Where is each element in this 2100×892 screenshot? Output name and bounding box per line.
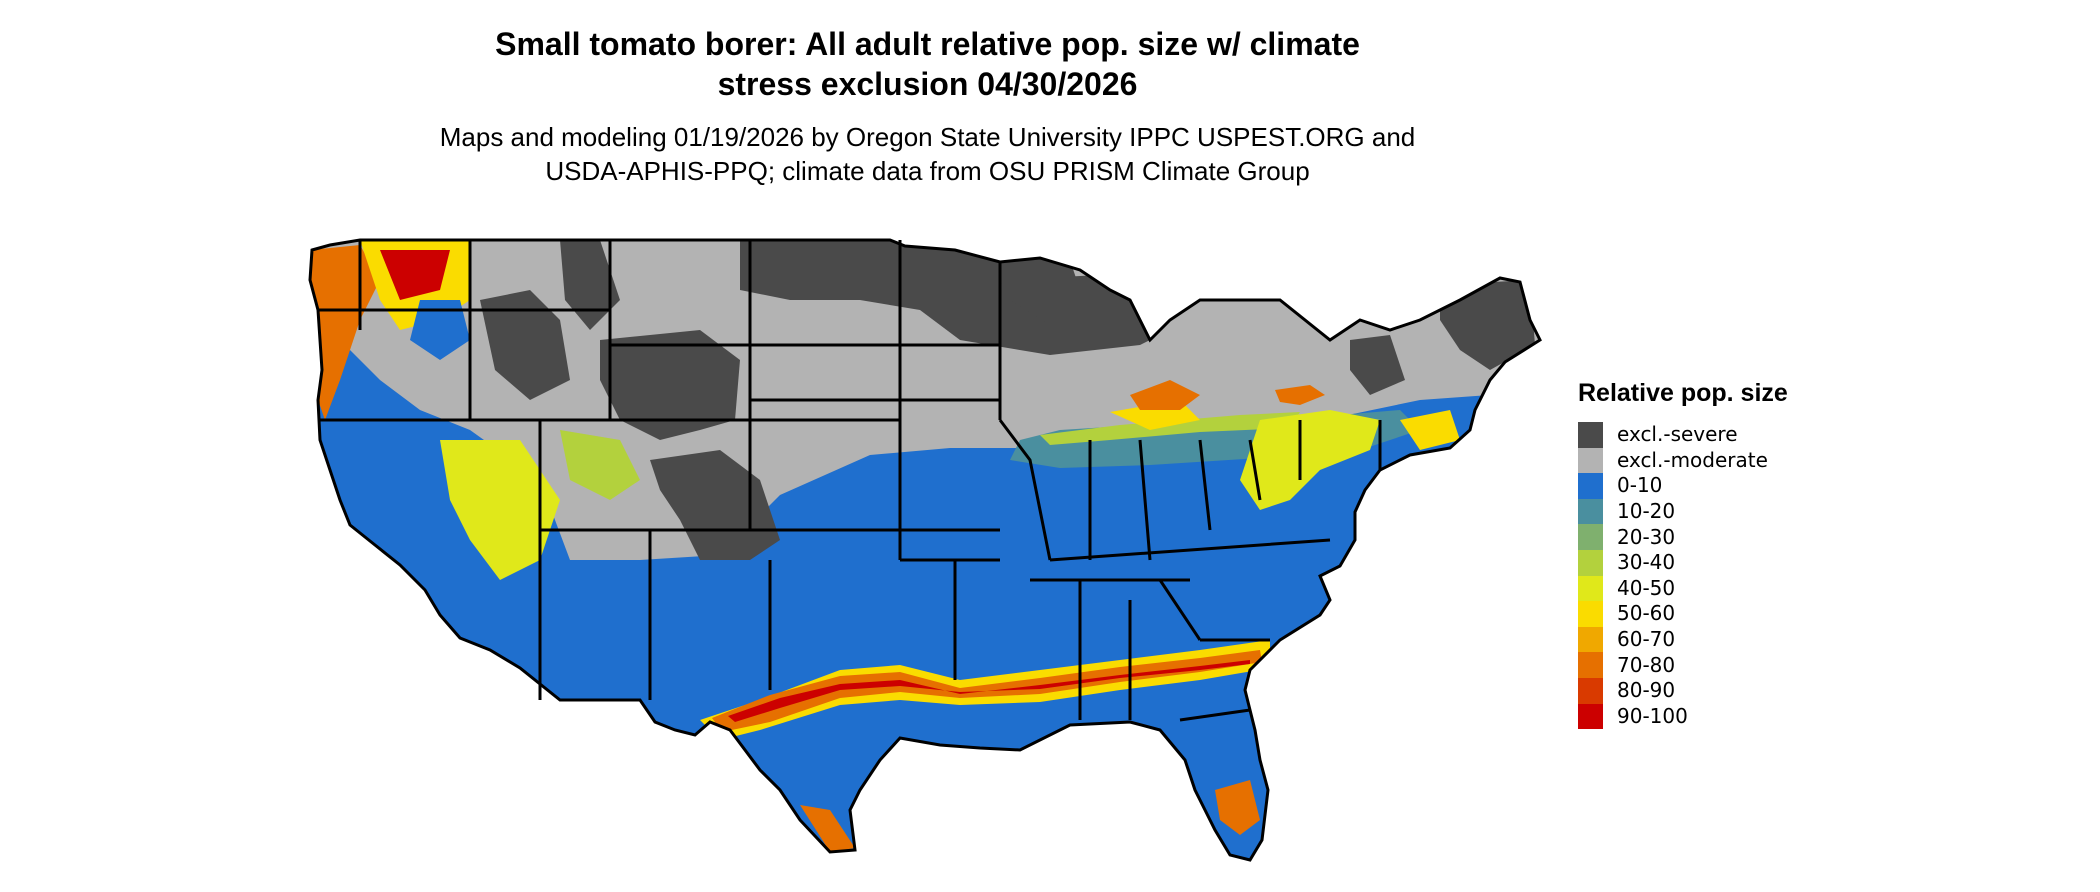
- legend-item: 70-80: [1578, 652, 1788, 678]
- legend-swatch: [1578, 601, 1603, 627]
- legend-item: 30-40: [1578, 549, 1788, 576]
- legend-label: 90-100: [1617, 703, 1688, 728]
- state-boundaries: [318, 240, 1382, 722]
- legend-item: 10-20: [1578, 498, 1788, 525]
- legend-swatch: [1578, 549, 1603, 576]
- legend-title: Relative pop. size: [1578, 379, 1788, 407]
- legend-label: 0-10: [1617, 473, 1663, 498]
- legend-item: excl.-moderate: [1578, 447, 1788, 474]
- legend-swatch: [1578, 447, 1603, 474]
- legend-swatch: [1578, 473, 1603, 499]
- legend-swatch: [1578, 498, 1603, 525]
- legend-items: excl.-severe excl.-moderate 0-10 10-20 20-30…: [1578, 422, 1788, 730]
- legend-label: 40-50: [1617, 575, 1676, 600]
- legend-label: 10-20: [1617, 499, 1676, 524]
- legend-label: 80-90: [1617, 678, 1676, 703]
- map-subtitle: Maps and modeling 01/19/2026 by Oregon S…: [0, 120, 1855, 188]
- legend-item: 80-90: [1578, 677, 1788, 704]
- relative-pop-raster: [310, 240, 1540, 860]
- title-line-1: Small tomato borer: All adult relative p…: [495, 26, 1360, 62]
- legend-label: 20-30: [1617, 524, 1676, 549]
- legend-swatch: [1578, 652, 1603, 678]
- subtitle-line-2: USDA-APHIS-PPQ; climate data from OSU PR…: [545, 156, 1310, 186]
- legend-swatch: [1578, 677, 1603, 704]
- legend-swatch: [1578, 575, 1603, 602]
- legend-item: 40-50: [1578, 575, 1788, 602]
- title-line-2: stress exclusion 04/30/2026: [717, 66, 1138, 102]
- legend-swatch: [1578, 422, 1603, 448]
- legend-item: excl.-severe: [1578, 422, 1788, 448]
- legend-label: excl.-moderate: [1617, 447, 1768, 472]
- legend-item: 60-70: [1578, 626, 1788, 653]
- subtitle-line-1: Maps and modeling 01/19/2026 by Oregon S…: [439, 122, 1416, 152]
- map-title: Small tomato borer: All adult relative p…: [0, 24, 1855, 104]
- legend-item: 90-100: [1578, 703, 1788, 730]
- legend-label: 60-70: [1617, 627, 1676, 652]
- legend-item: 0-10: [1578, 473, 1788, 499]
- legend-label: 30-40: [1617, 550, 1676, 575]
- legend-item: 50-60: [1578, 601, 1788, 627]
- legend-swatch: [1578, 626, 1603, 653]
- map-legend: Relative pop. size excl.-severe excl.-mod…: [1578, 378, 1788, 730]
- legend-swatch: [1578, 703, 1603, 730]
- us-map: [308, 238, 1542, 862]
- legend-swatch: [1578, 524, 1603, 550]
- legend-item: 20-30: [1578, 524, 1788, 550]
- legend-label: excl.-severe: [1617, 422, 1738, 447]
- legend-label: 50-60: [1617, 601, 1676, 626]
- legend-label: 70-80: [1617, 652, 1676, 677]
